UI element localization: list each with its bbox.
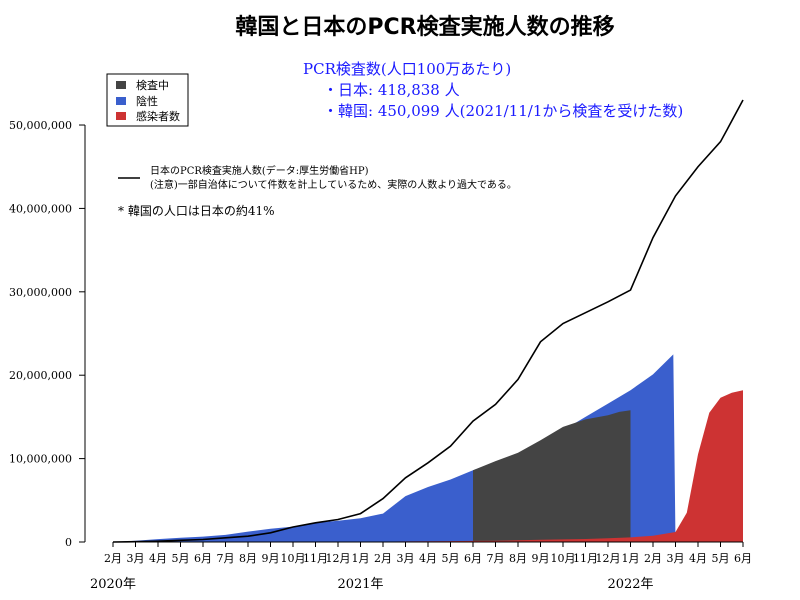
y-tick-label: 40,000,000 [9, 202, 72, 215]
legend-label-infected: 感染者数 [136, 109, 180, 123]
x-tick-label: 3月 [667, 552, 685, 565]
y-tick-label: 50,000,000 [9, 119, 72, 132]
x-tick-label: 7月 [487, 552, 505, 565]
x-tick-label: 7月 [217, 552, 235, 565]
legend: 検査中 陰性 感染者数 [106, 73, 189, 127]
x-tick-label: 3月 [397, 552, 415, 565]
chart-title: 韓国と日本のPCR検査実施人数の推移 [235, 14, 614, 40]
y-tick-label: 20,000,000 [9, 369, 72, 382]
x-tick-label: 12月 [596, 552, 621, 565]
x-tick-label: 8月 [239, 552, 257, 565]
legend-swatch-pending [116, 81, 126, 89]
x-tick-label: 11月 [573, 552, 598, 565]
line-note-caveat: (注意)一部自治体について件数を計上しているため、実際の人数より過大である。 [150, 178, 517, 191]
x-tick-label: 3月 [127, 552, 145, 565]
info-line-korea: ・韓国: 450,099 人(2021/11/1から検査を受けた数) [323, 102, 683, 120]
series-japan-pcr-line [112, 99, 744, 543]
legend-swatch-infected [116, 112, 126, 120]
x-tick-label: 2月 [644, 552, 662, 565]
x-tick-label: 11月 [303, 552, 328, 565]
legend-label-pending: 検査中 [136, 78, 169, 92]
series-infected-area [113, 390, 743, 542]
plot-line [112, 99, 744, 543]
x-tick-label: 4月 [689, 552, 707, 565]
x-tick-label: 12月 [326, 552, 351, 565]
y-tick-label: 30,000,000 [9, 286, 72, 299]
series-pending-area [473, 410, 631, 542]
legend-swatch-negative [116, 97, 126, 105]
footnote: * 韓国の人口は日本の約41% [118, 203, 275, 218]
info-box: PCR検査数(人口100万あたり) ・日本: 418,838 人 ・韓国: 45… [303, 60, 683, 120]
x-tick-label: 5月 [442, 552, 460, 565]
x-tick-label: 6月 [464, 552, 482, 565]
line-note-label: 日本のPCR検査実施人数(データ:厚生労働省HP) [150, 164, 369, 177]
x-tick-label: 5月 [712, 552, 730, 565]
x-tick-label: 2月 [374, 552, 392, 565]
x-tick-label: 9月 [532, 552, 550, 565]
x-tick-label: 10月 [281, 552, 306, 565]
x-tick-label: 8月 [509, 552, 527, 565]
plot-areas [113, 354, 743, 542]
y-tick-label: 10,000,000 [9, 453, 72, 466]
info-line-japan: ・日本: 418,838 人 [323, 81, 460, 99]
x-tick-label: 1月 [622, 552, 640, 565]
x-tick-label: 9月 [262, 552, 280, 565]
x-tick-label: 4月 [419, 552, 437, 565]
x-tick-label: 10月 [551, 552, 576, 565]
x-tick-label: 2月 [104, 552, 122, 565]
x-tick-label: 6月 [194, 552, 212, 565]
y-tick-label: 0 [65, 536, 72, 549]
x-tick-label: 6月 [734, 552, 752, 565]
legend-label-negative: 陰性 [136, 94, 158, 108]
year-label: 2020年 [90, 577, 136, 592]
y-axis: 0 10,000,000 20,000,000 30,000,000 40,000,00… [9, 119, 86, 549]
year-label: 2021年 [337, 577, 383, 592]
x-tick-label: 1月 [352, 552, 370, 565]
x-tick-label: 5月 [172, 552, 190, 565]
line-note: 日本のPCR検査実施人数(データ:厚生労働省HP) (注意)一部自治体について件… [118, 164, 517, 191]
x-tick-label: 4月 [149, 552, 167, 565]
year-label: 2022年 [607, 577, 653, 592]
info-line-heading: PCR検査数(人口100万あたり) [303, 60, 511, 78]
